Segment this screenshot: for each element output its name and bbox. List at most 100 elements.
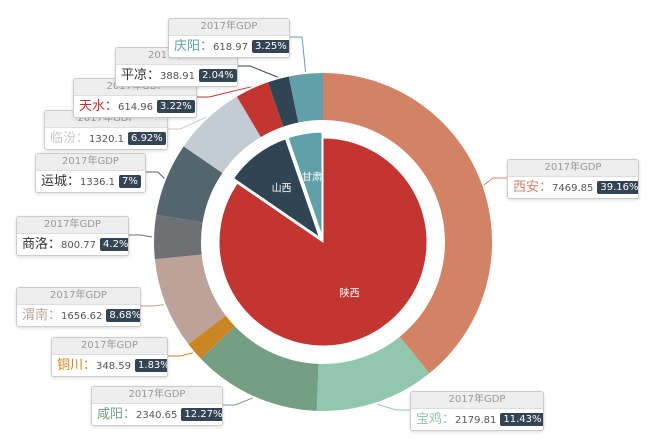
outer-slice-10[interactable] (288, 73, 323, 123)
label-header: 2017年GDP (36, 154, 145, 171)
label-percent: 3.22% (157, 100, 195, 113)
label-separator: ： (147, 68, 161, 83)
label-value: 2340.65 (136, 410, 178, 421)
label-4: 2017年GDP 渭南：1656.62 8.68% (16, 287, 141, 327)
label-value: 7469.85 (552, 183, 594, 194)
label-separator: ： (76, 131, 90, 146)
label-value: 1656.62 (61, 311, 103, 322)
label-name: 平凉 (121, 68, 148, 83)
label-name: 宝鸡 (416, 412, 443, 427)
inner-slice-1[interactable] (232, 138, 321, 239)
outer-slice-3[interactable] (188, 315, 235, 359)
label-body: 庆阳：618.97 3.25% (169, 36, 289, 57)
leader-line-8 (195, 86, 252, 98)
leader-line-4 (139, 304, 164, 307)
label-percent: 4.2% (100, 238, 128, 251)
label-header: 2017年GDP (92, 387, 222, 404)
label-value: 800.77 (61, 240, 97, 251)
label-name: 运城 (41, 174, 68, 189)
outer-slice-4[interactable] (154, 254, 226, 345)
label-value: 614.96 (118, 102, 154, 113)
label-value: 388.91 (160, 71, 196, 82)
label-5: 2017年GDP 商洛：800.77 4.2% (16, 216, 129, 256)
label-separator: ： (48, 308, 62, 323)
leader-line-2 (221, 397, 254, 406)
label-value: 1336.1 (80, 177, 116, 188)
label-percent: 11.43% (500, 413, 543, 426)
label-body: 平凉：388.91 2.04% (116, 65, 237, 86)
label-separator: ： (539, 180, 553, 195)
outer-slice-0[interactable] (323, 73, 493, 374)
outer-slice-7[interactable] (183, 96, 261, 173)
label-separator: ： (48, 237, 62, 252)
label-value: 1320.1 (89, 134, 125, 145)
label-value: 618.97 (213, 42, 249, 53)
label-1: 2017年GDP 宝鸡：2179.81 11.43% (410, 391, 544, 431)
label-body: 临汾：1320.1 6.92% (45, 128, 167, 149)
label-body: 西安：7469.85 39.16% (508, 177, 638, 198)
label-header: 2017年GDP (52, 338, 167, 355)
label-body: 渭南：1656.62 8.68% (17, 305, 140, 326)
label-value: 2179.81 (455, 415, 497, 426)
inner-label-0: 陕西 (340, 287, 360, 300)
label-percent: 39.16% (597, 181, 638, 194)
outer-slice-5[interactable] (154, 214, 203, 260)
label-percent: 2.04% (199, 69, 237, 82)
label-body: 宝鸡：2179.81 11.43% (411, 409, 543, 430)
inner-slice-0[interactable] (218, 137, 428, 347)
leader-lines (127, 36, 507, 411)
label-value: 348.59 (96, 361, 132, 372)
label-name: 天水 (79, 99, 106, 114)
label-body: 铜川：348.59 1.83% (52, 355, 167, 376)
outer-slice-1[interactable] (316, 336, 430, 411)
leader-line-0 (483, 177, 507, 186)
label-name: 咸阳 (97, 407, 124, 422)
label-percent: 6.92% (128, 132, 166, 145)
label-name: 临汾 (50, 131, 77, 146)
inner-label-1: 山西 (272, 183, 292, 195)
label-3: 2017年GDP 铜川：348.59 1.83% (51, 337, 168, 377)
outer-slice-9[interactable] (267, 76, 299, 127)
leader-line-1 (376, 403, 410, 411)
label-body: 天水：614.96 3.22% (74, 96, 196, 117)
label-separator: ： (442, 412, 456, 427)
label-6: 2017年GDP 运城：1336.1 7% (35, 153, 146, 193)
label-0: 2017年GDP 西安：7469.85 39.16% (507, 159, 639, 199)
inner-label-2: 甘肃 (302, 171, 322, 184)
label-percent: 1.83% (135, 359, 167, 372)
label-percent: 8.68% (106, 309, 140, 322)
leader-line-6 (144, 171, 165, 179)
label-header: 2017年GDP (17, 288, 140, 305)
label-percent: 3.25% (252, 40, 289, 53)
label-body: 商洛：800.77 4.2% (17, 234, 128, 255)
leader-line-9 (236, 65, 278, 78)
outer-slice-2[interactable] (200, 326, 319, 411)
label-name: 庆阳 (174, 39, 201, 54)
label-name: 渭南 (22, 308, 49, 323)
label-name: 商洛 (22, 237, 49, 252)
label-body: 运城：1336.1 7% (36, 171, 145, 192)
outer-slice-8[interactable] (236, 82, 284, 138)
label-percent: 7% (119, 175, 141, 188)
label-10: 2017年GDP 庆阳：618.97 3.25% (168, 18, 290, 58)
label-separator: ： (83, 358, 97, 373)
leader-line-5 (127, 234, 153, 238)
inner-slice-2[interactable] (287, 131, 323, 237)
label-header: 2017年GDP (169, 19, 289, 36)
label-2: 2017年GDP 咸阳：2340.65 12.27% (91, 386, 223, 426)
label-separator: ： (200, 39, 214, 54)
leader-line-3 (166, 352, 193, 357)
label-separator: ： (105, 99, 119, 114)
label-header: 2017年GDP (411, 392, 543, 409)
label-name: 西安 (513, 180, 540, 195)
label-separator: ： (123, 407, 137, 422)
label-body: 咸阳：2340.65 12.27% (92, 404, 222, 425)
label-separator: ： (67, 174, 81, 189)
inner-pie (218, 131, 428, 347)
label-header: 2017年GDP (508, 160, 638, 177)
label-percent: 12.27% (181, 408, 222, 421)
outer-slice-6[interactable] (156, 146, 223, 223)
leader-line-7 (166, 116, 207, 130)
